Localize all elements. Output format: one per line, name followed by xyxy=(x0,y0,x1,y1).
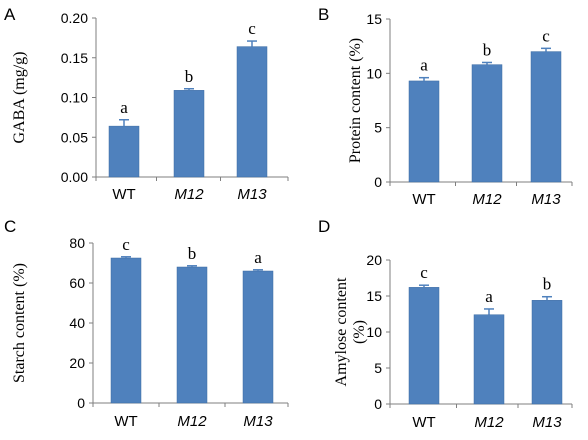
panel-b-y-axis-label: Protein content (%) xyxy=(347,38,364,163)
panel-d-category-label: M12 xyxy=(474,414,504,431)
panel-c-category-label: M13 xyxy=(243,413,273,430)
panel-d-bar-wt xyxy=(408,287,440,405)
panel-c-category-label: WT xyxy=(114,413,137,430)
panel-a-bar-wt xyxy=(108,125,140,178)
panel-d-y-tick-label: 10 xyxy=(366,324,382,340)
panel-a-y-tick-label: 0.05 xyxy=(61,129,88,145)
panel-d-category-label: M13 xyxy=(532,414,562,431)
panel-d-bar-m13 xyxy=(531,300,563,405)
panel-a-bar-m12 xyxy=(173,90,205,178)
panel-b-y-tick-label: 0 xyxy=(374,174,382,190)
panel-b-y-tick-label: 5 xyxy=(374,120,382,136)
panel-d: D 0 5 10 15 20 c WT a M12 b M13 Amylose content(%) xyxy=(318,217,573,431)
panel-c-significance-label: b xyxy=(188,244,197,263)
panel-d-letter: D xyxy=(318,217,330,236)
panel-b-bar-m13 xyxy=(530,51,562,183)
panel-d-y-tick-label: 15 xyxy=(366,288,382,304)
panel-a: A 0.00 0.05 0.10 0.15 0.20 a WT b M12 c M13 GABA (mg… xyxy=(4,5,289,203)
panel-d-y-tick-label: 20 xyxy=(366,252,382,268)
panel-b-bar-m12 xyxy=(471,64,503,183)
panel-c-y-tick-label: 60 xyxy=(69,275,85,291)
panel-a-significance-label: c xyxy=(248,19,256,38)
panel-c-category-label: M12 xyxy=(177,413,207,430)
panel-c: C 0 20 40 60 80 c WT b M12 a M13 Starch content (%) xyxy=(4,217,289,430)
panel-a-significance-label: b xyxy=(185,67,194,86)
panel-c-significance-label: c xyxy=(122,235,130,254)
panel-c-bar-m12 xyxy=(176,266,208,404)
panel-d-y-tick-label: 0 xyxy=(374,396,382,412)
panel-a-y-tick-label: 0.00 xyxy=(61,169,88,185)
panel-b-significance-label: b xyxy=(483,40,492,59)
panel-b-significance-label: c xyxy=(542,26,550,45)
panel-c-y-axis-label: Starch content (%) xyxy=(11,263,28,383)
panel-b-bar-wt xyxy=(408,80,440,183)
panel-b-y-tick-label: 15 xyxy=(366,11,382,27)
panel-c-y-tick-label: 40 xyxy=(69,315,85,331)
panel-b-category-label: M13 xyxy=(531,191,561,208)
panel-d-bar-m12 xyxy=(473,314,505,405)
panel-d-y-tick-label: 5 xyxy=(374,360,382,376)
panel-d-significance-label: b xyxy=(543,275,552,294)
panel-b-letter: B xyxy=(318,5,329,24)
panel-c-y-tick-label: 20 xyxy=(69,355,85,371)
panel-a-y-tick-label: 0.10 xyxy=(61,90,88,106)
panel-b: B 0 5 10 15 a WT b M12 c M13 Protein content (%) xyxy=(318,5,573,208)
panel-c-significance-label: a xyxy=(254,248,262,267)
panel-b-category-label: M12 xyxy=(472,191,502,208)
panel-a-category-label: WT xyxy=(112,186,135,203)
panel-a-category-label: M13 xyxy=(237,186,267,203)
panel-c-bar-m13 xyxy=(242,270,274,404)
panel-b-y-tick-label: 10 xyxy=(366,65,382,81)
panel-d-significance-label: a xyxy=(485,287,493,306)
panel-a-y-axis-label: GABA (mg/g) xyxy=(11,52,28,144)
panel-b-category-label: WT xyxy=(412,191,435,208)
panel-c-y-tick-label: 0 xyxy=(77,395,85,411)
panel-d-category-label: WT xyxy=(412,414,435,431)
panel-b-significance-label: a xyxy=(420,56,428,75)
panel-a-bar-m13 xyxy=(236,46,268,178)
panel-a-significance-label: a xyxy=(120,98,128,117)
panel-c-bar-wt xyxy=(110,257,142,404)
panel-d-y-axis-label: Amylose content(%) xyxy=(333,277,368,386)
panel-a-y-tick-label: 0.15 xyxy=(61,50,88,66)
panel-c-y-tick-label: 80 xyxy=(69,235,85,251)
panel-a-y-tick-label: 0.20 xyxy=(61,10,88,26)
panel-a-letter: A xyxy=(4,5,16,24)
panel-d-significance-label: c xyxy=(420,263,428,282)
panel-a-category-label: M12 xyxy=(174,186,204,203)
panel-c-letter: C xyxy=(4,217,16,236)
